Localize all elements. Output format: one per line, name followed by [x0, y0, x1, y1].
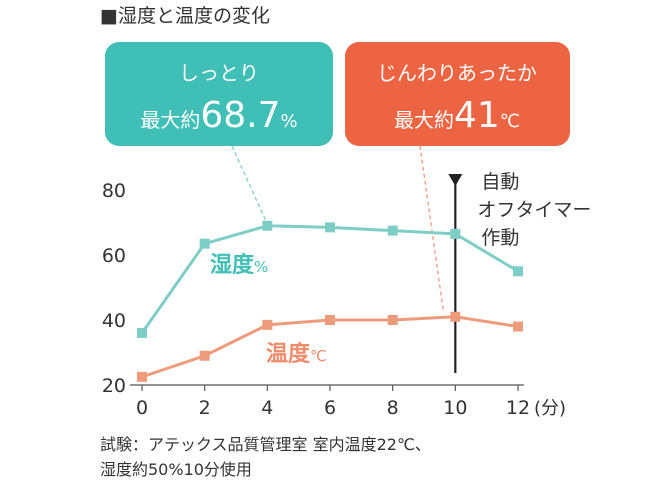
humidity-callout-prefix: 最大約: [140, 108, 200, 132]
series-1-point: [325, 315, 335, 325]
series-layer: [137, 220, 523, 382]
y-tick-label: 20: [102, 375, 126, 397]
annotation-line-1: 自動: [481, 171, 519, 193]
temperature-series-label: 温度℃: [266, 341, 327, 367]
x-tick-label: 12: [506, 397, 530, 419]
footnote-line-2: 湿度約50%10分使用: [100, 460, 252, 479]
temperature-callout: じんわりあったか 最大約41℃: [345, 42, 570, 146]
annotation-line-3: 作動: [481, 227, 519, 249]
y-tick-label: 60: [102, 245, 126, 267]
humidity-series-name: 湿度: [210, 252, 255, 278]
x-tick-label: 2: [199, 397, 211, 419]
y-tick-label: 80: [102, 180, 126, 202]
x-tick-label: 6: [324, 397, 336, 419]
series-0-point: [137, 328, 147, 338]
series-0-point: [199, 238, 210, 249]
humidity-series-unit: %: [254, 258, 268, 276]
series-1-point: [137, 371, 147, 382]
series-1-line: [141, 315, 519, 379]
series-1-point: [262, 319, 273, 330]
series-1-point: [387, 315, 398, 325]
series-1-point: [199, 350, 210, 361]
humidity-callout-line2: 最大約68.7%: [140, 95, 297, 136]
series-1-point: [450, 311, 461, 322]
humidity-callout-line1: しっとり: [179, 61, 259, 85]
x-axis-unit: (分): [534, 398, 566, 419]
footnote-line-1: 試験：アテックス品質管理室 室内温度22℃、: [100, 435, 431, 454]
temperature-leader-line: [419, 145, 444, 311]
humidity-leader-line: [231, 145, 266, 221]
temperature-callout-line1: じんわりあったか: [377, 61, 537, 85]
humidity-callout: しっとり 最大約68.7%: [105, 42, 333, 146]
temperature-series-name: 温度: [266, 341, 311, 367]
temperature-callout-box: [345, 42, 570, 146]
figure-title: ■湿度と温度の変化: [100, 5, 270, 27]
temperature-series-unit: ℃: [310, 347, 327, 365]
temperature-callout-value: 41: [454, 95, 500, 136]
x-tick-label: 4: [261, 397, 273, 419]
humidity-callout-unit: %: [281, 111, 298, 132]
chart-axes: 0 2 4 6 8 10 12 (分) 20 40 60 80: [102, 180, 566, 419]
timer-marker-triangle: [448, 174, 463, 186]
series-1-point: [513, 321, 523, 332]
humidity-callout-box: [105, 42, 333, 146]
x-tick-label: 10: [443, 397, 467, 419]
x-tick-label: 8: [387, 397, 399, 419]
temperature-callout-unit: ℃: [500, 111, 520, 132]
series-0-point: [450, 228, 461, 239]
humidity-callout-value: 68.7: [200, 95, 280, 136]
humidity-series-label: 湿度%: [210, 252, 268, 278]
series-0-point: [387, 225, 398, 236]
x-tick-label: 0: [136, 397, 148, 419]
auto-off-timer-marker: [448, 174, 463, 373]
series-0-point: [513, 266, 523, 277]
series-0-point: [262, 220, 273, 231]
auto-off-timer-label: 自動 オフタイマー 作動: [477, 171, 597, 249]
temperature-callout-line2: 最大約41℃: [394, 95, 520, 136]
y-tick-label: 40: [102, 310, 126, 332]
annotation-line-2: オフタイマー: [477, 199, 591, 221]
series-0-point: [325, 222, 335, 233]
temperature-callout-prefix: 最大約: [394, 108, 454, 132]
